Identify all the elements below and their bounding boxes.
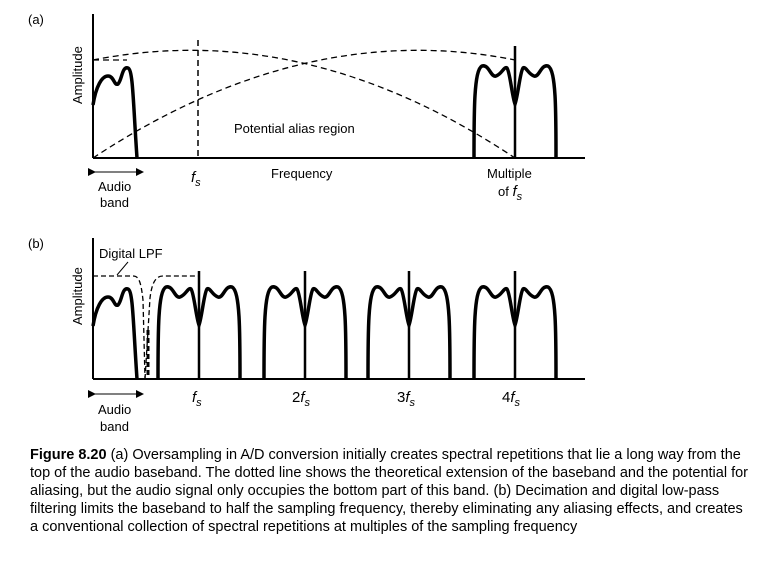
digital-lpf-label: Digital LPF [99,246,163,261]
frequency-axis-label: Frequency [271,166,333,181]
baseband-shape-b [91,287,139,380]
fs-tick-label: fs [191,169,201,189]
digital-lpf-curve-image [144,275,200,380]
caption-text: (a) Oversampling in A/D conversion initi… [30,447,749,535]
tick-label-4fs: 4fs [502,389,521,409]
figure-number: Figure 8.20 [30,447,107,463]
baseband-extension-curve [92,49,516,159]
audio-band-b-line1: Audio [98,402,131,417]
tick-label-1fs: fs [192,389,202,409]
digital-lpf-pointer [116,261,129,276]
multiple-label-line2: of fs [498,183,523,203]
panel-b-y-axis-label: Amplitude [70,267,85,325]
alias-image-curve [92,49,516,159]
panel-a-label: (a) [28,12,44,27]
tick-label-3fs: 3fs [397,389,416,409]
digital-lpf-curve [93,275,146,380]
potential-alias-region-label: Potential alias region [234,121,355,136]
audio-band-b-line2: band [100,419,129,434]
panel-b-label: (b) [28,236,44,251]
figure-diagram: (a) Amplitude Potential alias region Aud… [28,12,585,434]
panel-a-y-axis-label: Amplitude [70,46,85,104]
tick-label-2fs: 2fs [292,389,311,409]
multiple-label-line1: Multiple [487,166,532,181]
audio-baseband-shape [91,66,139,159]
audio-band-label-line1: Audio [98,179,131,194]
audio-band-label-line2: band [100,195,129,210]
figure-caption: Figure 8.20 (a) Oversampling in A/D conv… [30,446,750,536]
